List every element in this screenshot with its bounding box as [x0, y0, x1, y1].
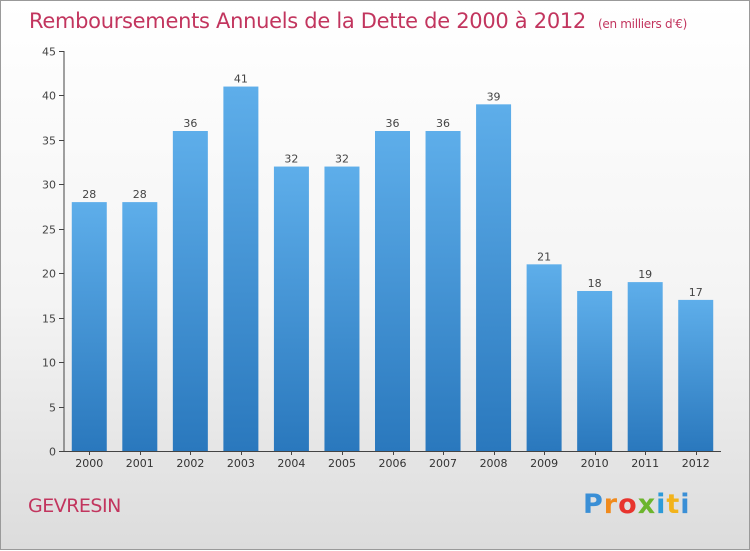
- x-tick-label: 2005: [328, 457, 356, 470]
- data-label: 18: [588, 277, 602, 290]
- data-label: 36: [386, 117, 400, 130]
- bar-2002: [172, 131, 208, 451]
- x-tick-label: 2007: [429, 457, 457, 470]
- bar-2011: [627, 282, 663, 451]
- logo-letter: t: [666, 489, 681, 520]
- x-tick-label: 2003: [227, 457, 255, 470]
- proxiti-logo[interactable]: Proxiti: [583, 489, 691, 520]
- bar-2006: [375, 131, 410, 451]
- data-label: 39: [487, 90, 501, 103]
- y-tick-label: 20: [42, 268, 56, 281]
- bar-2007: [425, 131, 461, 451]
- y-tick-label: 25: [42, 224, 56, 237]
- y-tick-label: 30: [42, 179, 56, 192]
- x-tick-label: 2008: [480, 457, 508, 470]
- data-label: 41: [234, 73, 248, 86]
- y-tick-label: 15: [42, 313, 56, 326]
- x-axis: 2000 2001 2002 2003 2004 2005 2006 2007 2008 2009…: [64, 451, 721, 470]
- x-tick-label: 2010: [581, 457, 609, 470]
- bar-2000: [71, 202, 107, 451]
- title-text: Remboursements Annuels de la Dette de 20…: [29, 9, 586, 33]
- x-tick-label: 2001: [126, 457, 154, 470]
- data-label: 28: [82, 188, 96, 201]
- y-tick-label: 5: [49, 402, 56, 415]
- bar-2004: [273, 166, 309, 452]
- bar-2008: [476, 104, 512, 451]
- y-tick-label: 10: [42, 357, 56, 370]
- x-tick-label: 2009: [530, 457, 558, 470]
- x-tick-label: 2004: [277, 457, 305, 470]
- y-tick-label: 0: [49, 446, 56, 459]
- data-label: 19: [638, 268, 652, 281]
- units-label: (en milliers d'€): [598, 17, 688, 31]
- commune-name: GEVRESIN: [28, 495, 121, 517]
- data-label: 28: [133, 188, 147, 201]
- y-tick-label: 35: [42, 135, 56, 148]
- bar-2009: [526, 264, 562, 451]
- data-label: 17: [689, 286, 703, 299]
- y-axis: 0 5 10 15 20 25 30 35 40 45: [42, 46, 65, 459]
- data-label: 36: [183, 117, 197, 130]
- y-tick-label: 45: [42, 46, 56, 59]
- data-label: 36: [436, 117, 450, 130]
- data-label: 32: [284, 153, 298, 166]
- data-labels: 28 28 36 41 32 32 36 36 39 21 18 19 17: [82, 73, 702, 299]
- chart-title: Remboursements Annuels de la Dette de 20…: [29, 9, 687, 33]
- bar-2003: [223, 86, 259, 452]
- y-tick-label: 40: [42, 90, 56, 103]
- bar-2010: [577, 291, 613, 451]
- x-tick-label: 2000: [75, 457, 103, 470]
- logo-letter: P: [583, 489, 604, 520]
- data-label: 32: [335, 153, 349, 166]
- bar-2012: [678, 299, 714, 451]
- logo-letter: o: [618, 489, 638, 520]
- bars: [71, 86, 714, 452]
- logo-letter: x: [637, 489, 657, 520]
- logo-letter: i: [680, 489, 691, 520]
- x-tick-label: 2006: [379, 457, 407, 470]
- logo-letter: i: [656, 489, 667, 520]
- x-tick-label: 2012: [682, 457, 710, 470]
- bar-2005: [324, 166, 360, 452]
- bar-2001: [122, 202, 158, 451]
- x-tick-label: 2011: [631, 457, 659, 470]
- logo-letter: r: [603, 489, 619, 520]
- x-tick-label: 2002: [176, 457, 204, 470]
- data-label: 21: [537, 250, 551, 263]
